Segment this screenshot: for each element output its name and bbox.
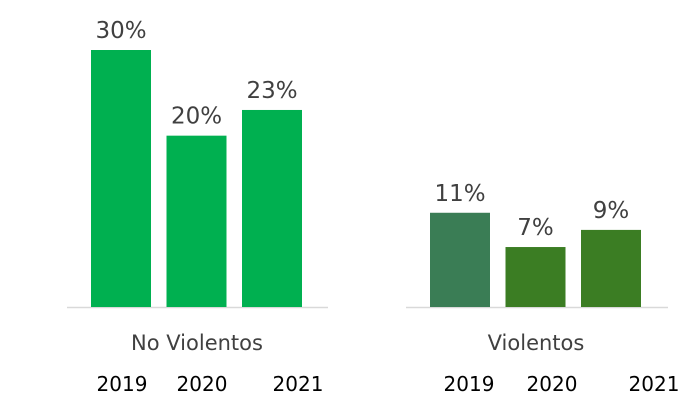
bar-2-2019 <box>430 212 490 307</box>
year-label-2-2019: 2019 <box>444 372 495 396</box>
bar-1-2021 <box>242 109 302 307</box>
bar-2-2021 <box>581 229 641 307</box>
year-label-1-2020: 2020 <box>177 372 228 396</box>
year-label-2-2020: 2020 <box>527 372 578 396</box>
bar-1-2020 <box>166 135 227 307</box>
data-label-2-2021: 9% <box>593 198 630 224</box>
year-label-2-2021: 2021 <box>629 372 679 396</box>
data-label-1-2020: 20% <box>171 104 222 130</box>
group-label-2: Violentos <box>488 331 585 355</box>
year-label-1-2021: 2021 <box>273 372 324 396</box>
data-label-2-2019: 11% <box>434 181 485 207</box>
bar-1-2019 <box>91 50 151 307</box>
bar-2-2020 <box>505 247 566 307</box>
data-label-1-2019: 30% <box>95 18 146 44</box>
data-label-1-2021: 23% <box>246 78 297 104</box>
data-label-2-2020: 7% <box>517 215 554 241</box>
year-label-1-2019: 2019 <box>97 372 148 396</box>
group-label-1: No Violentos <box>131 331 263 355</box>
